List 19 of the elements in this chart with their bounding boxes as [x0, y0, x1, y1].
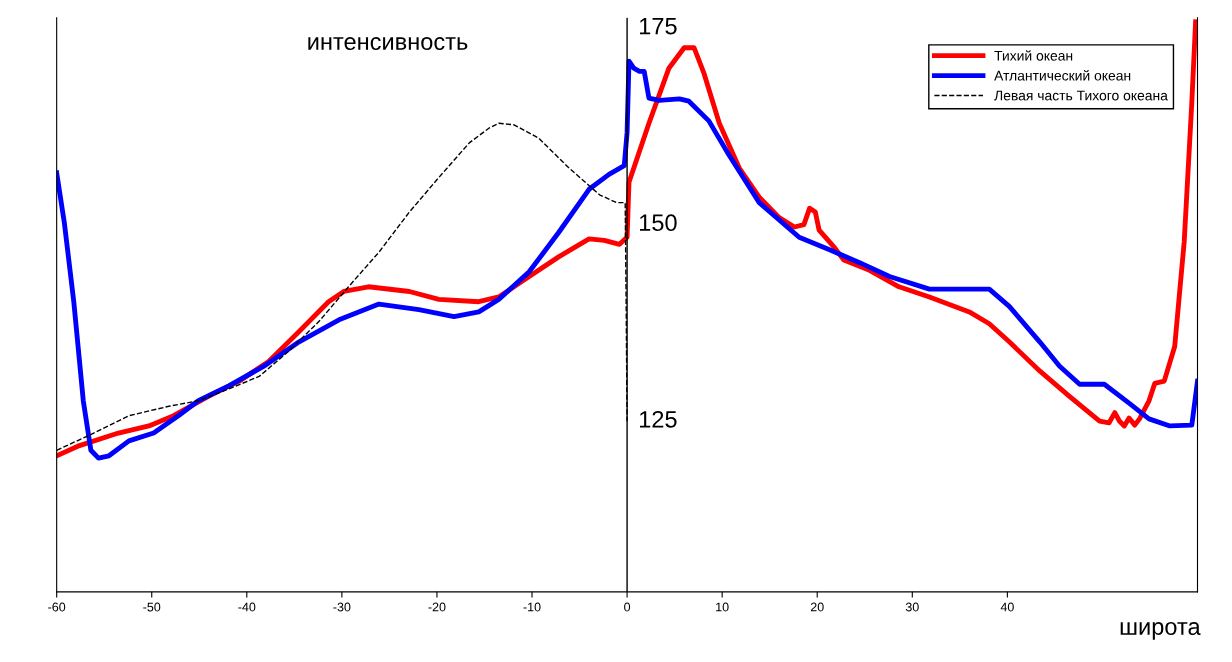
x-axis-title: широта: [1120, 622, 1201, 640]
x-tick-label: 30: [905, 602, 919, 612]
y-tick-label: 175: [640, 18, 677, 35]
x-tick-label: -40: [238, 602, 256, 612]
x-tick-label: 0: [624, 602, 631, 612]
x-tick-label: -30: [333, 602, 351, 612]
y-axis-title: интенсивность: [308, 37, 468, 51]
y-tick-label: 125: [640, 410, 677, 428]
y-tick-label: 150: [640, 214, 677, 232]
x-tick-label: -20: [428, 602, 446, 612]
x-tick-label: 20: [810, 602, 824, 612]
x-tick-label: -60: [48, 602, 66, 612]
legend-label: Тихий океан: [994, 50, 1073, 61]
x-tick-label: -50: [143, 602, 161, 612]
x-tick-label: 10: [716, 602, 729, 612]
legend-label: Атлантический океан: [994, 70, 1131, 81]
x-tick-label: -10: [523, 602, 541, 612]
x-tick-label: 40: [1000, 602, 1014, 612]
legend-label: Левая часть Тихого океана: [994, 90, 1168, 101]
